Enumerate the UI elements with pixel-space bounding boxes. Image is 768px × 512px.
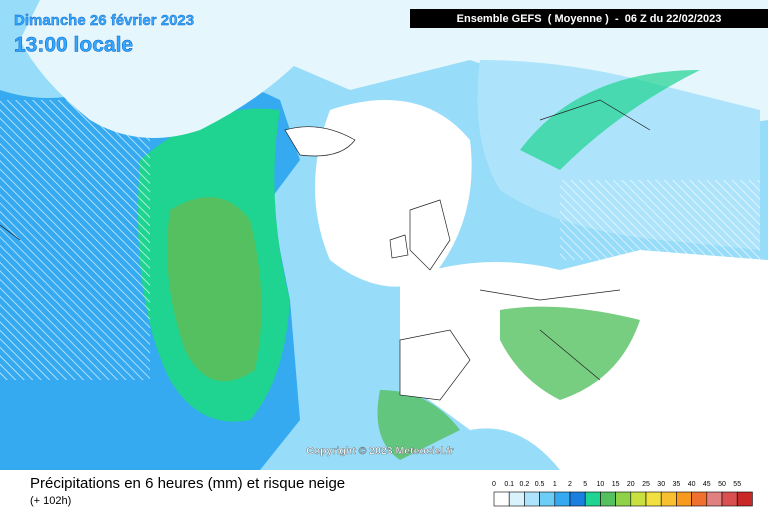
map [0,0,768,470]
legend-label: 5 [583,481,587,488]
legend-label: 0.5 [535,481,545,488]
lead-time: (+ 102h) [30,495,71,507]
legend-label: 0.1 [504,481,514,488]
legend-label: 10 [597,481,605,488]
legend-swatch [706,491,723,507]
legend-swatch [493,491,510,507]
legend-label: 40 [688,481,696,488]
legend-swatch [691,491,708,507]
legend-label: 1 [553,481,557,488]
model-box [410,9,768,28]
legend-swatch [539,491,556,507]
legend-swatch [721,491,738,507]
legend-label: 0.2 [520,481,530,488]
map-time: 13:00 locale [14,34,133,57]
caption: Précipitations en 6 heures (mm) et risqu… [30,475,345,492]
legend-label: 2 [568,481,572,488]
legend-swatch [615,491,632,507]
legend-label: 30 [657,481,665,488]
legend-swatch [584,491,601,507]
copyright: Copyright © 2023 Meteociel.fr [306,445,454,457]
legend-swatch [524,491,540,507]
legend-label: 50 [718,481,726,488]
legend: 0 0.1 0.2 0.5 1 2 5 10 15 20 25 30 35 40 45 50 55 [492,481,753,507]
legend-swatch [600,491,616,507]
legend-label: 20 [627,481,635,488]
legend-swatch [508,491,525,507]
legend-label: 55 [733,481,741,488]
legend-label: 15 [612,481,620,488]
legend-swatch [736,491,753,507]
legend-swatch [554,491,571,507]
legend-label: 45 [703,481,711,488]
legend-swatch [660,491,677,507]
legend-label: 25 [642,481,650,488]
legend-swatch [676,491,692,507]
legend-swatch [569,491,586,507]
legend-swatch [630,491,647,507]
legend-label: 0 [492,481,496,488]
model-info: Ensemble GEFS ( Moyenne ) - 06 Z du 22/0… [457,13,722,25]
legend-label: 35 [673,481,681,488]
map-date: Dimanche 26 février 2023 [14,12,194,29]
legend-swatch [645,491,662,507]
